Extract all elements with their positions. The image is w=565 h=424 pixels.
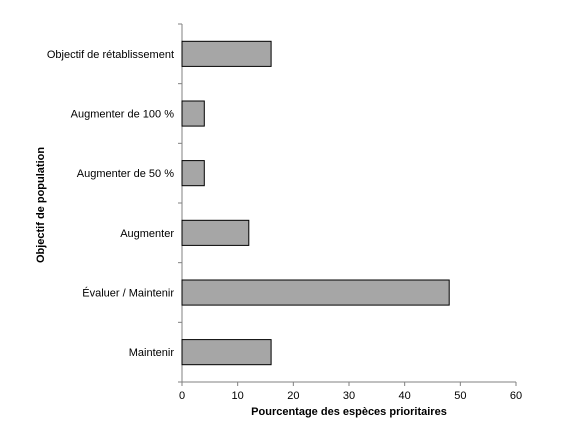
bar [181,160,205,187]
y-tick-label: Augmenter [120,228,174,240]
axes [178,23,517,386]
x-axis-title: Pourcentage des espèces prioritaires [251,406,447,418]
x-tick-label: 60 [510,390,522,402]
bar [181,339,272,366]
x-tick-label: 0 [179,390,185,402]
y-tick-label: Augmenter de 100 % [71,109,175,121]
x-tick-label: 10 [232,390,244,402]
bar [181,279,450,306]
x-tick-label: 30 [343,390,355,402]
bar [181,219,250,246]
y-tick-label: Maintenir [129,347,175,359]
tick-labels: Objectif de rétablissement Augmenter de 1… [47,49,522,402]
x-tick-label: 50 [454,390,466,402]
y-tick-label: Objectif de rétablissement [47,49,174,61]
x-tick-label: 40 [399,390,411,402]
bar [181,100,205,127]
y-tick-label: Évaluer / Maintenir [82,287,174,300]
y-tick-label: Augmenter de 50 % [77,168,174,180]
bar [181,40,272,67]
y-axis-title: Objectif de population [35,147,47,263]
x-tick-label: 20 [287,390,299,402]
bars [181,40,450,366]
